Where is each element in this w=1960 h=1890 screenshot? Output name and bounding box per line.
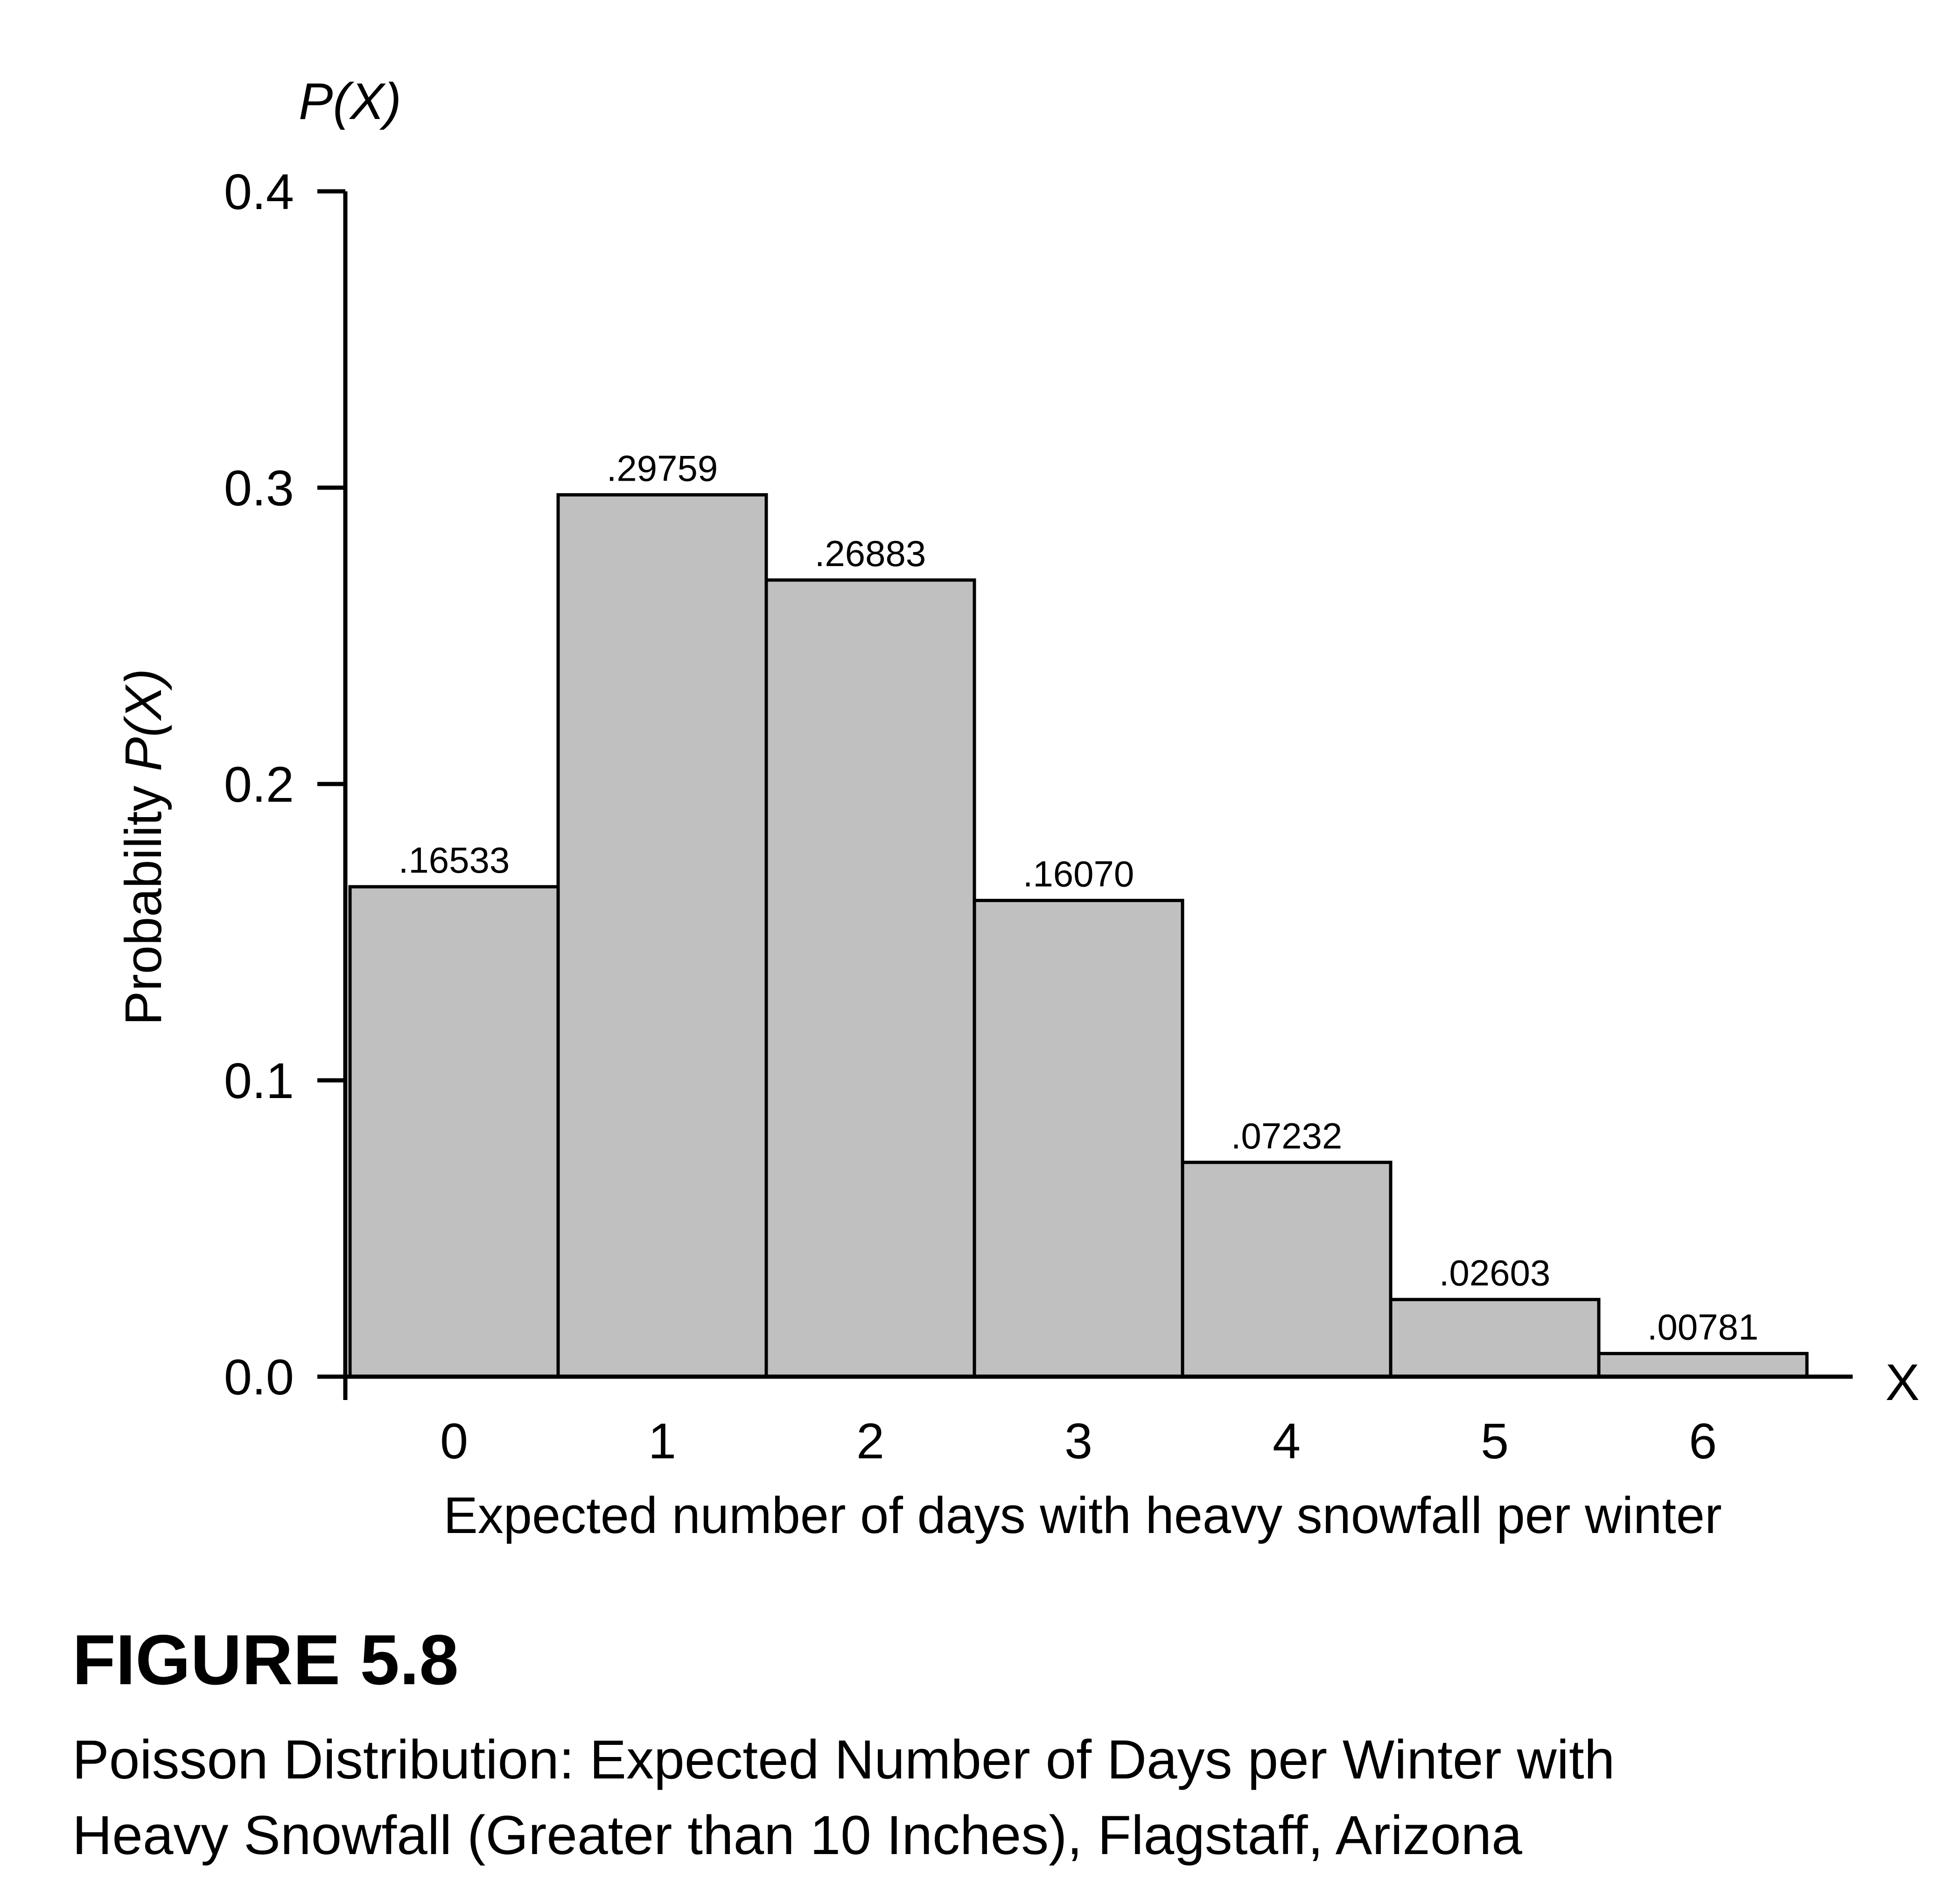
bar-0: [348, 885, 560, 1379]
data-label-6: .00781: [1647, 1306, 1759, 1347]
data-label-2: .26883: [815, 533, 926, 574]
x-tick-label: 4: [1273, 1413, 1301, 1469]
y-tick-label: 0.3: [224, 460, 294, 516]
x-tick-label: 0: [440, 1413, 468, 1469]
bar-6: [1597, 1351, 1809, 1379]
y-axis-title-prefix: Probability: [115, 771, 172, 1025]
y-tick-label: 0.2: [224, 756, 294, 812]
bar-2: [764, 578, 976, 1379]
x-axis-title: Expected number of days with heavy snowf…: [443, 1487, 1722, 1544]
x-ticks-group: 0 1 2 3 4 5 6: [440, 1413, 1717, 1469]
bars-group: [348, 493, 1809, 1379]
bar-1: [556, 493, 768, 1379]
y-axis-end-label: P(X): [299, 73, 401, 130]
data-label-1: .29759: [607, 448, 718, 489]
data-label-3: .16070: [1023, 854, 1134, 895]
figure-caption: Poisson Distribution: Expected Number of…: [72, 1722, 1892, 1873]
data-labels-group: .16533 .29759 .26883 .16070 .07232 .02603 .007…: [399, 448, 1759, 1347]
bar-chart: .16533 .29759 .26883 .16070 .07232 .02603 .007…: [115, 73, 1919, 1544]
y-ticks-group: 0.0 0.1 0.2 0.3 0.4: [224, 163, 345, 1405]
x-tick-label: 5: [1481, 1413, 1509, 1469]
y-tick-label: 0.4: [224, 163, 294, 220]
figure-number: FIGURE 5.8: [72, 1620, 459, 1700]
data-label-0: .16533: [399, 840, 510, 881]
x-tick-label: 2: [856, 1413, 884, 1469]
y-axis-title: Probability P(X): [115, 669, 172, 1025]
bar-4: [1181, 1161, 1393, 1379]
x-tick-label: 3: [1064, 1413, 1092, 1469]
figure-caption-line-2: Heavy Snowfall (Greater than 10 Inches),…: [72, 1805, 1522, 1866]
x-axis-end-label: X: [1885, 1354, 1919, 1411]
x-tick-label: 6: [1689, 1413, 1717, 1469]
y-tick-label: 0.1: [224, 1052, 294, 1109]
data-label-5: .02603: [1439, 1253, 1551, 1294]
x-tick-label: 1: [648, 1413, 676, 1469]
y-axis-title-variable: P(X): [115, 669, 172, 771]
data-label-4: .07232: [1231, 1115, 1343, 1156]
figure-caption-line-1: Poisson Distribution: Expected Number of…: [72, 1729, 1615, 1791]
bar-5: [1389, 1298, 1601, 1379]
y-tick-label: 0.0: [224, 1349, 294, 1405]
bar-3: [973, 899, 1184, 1379]
